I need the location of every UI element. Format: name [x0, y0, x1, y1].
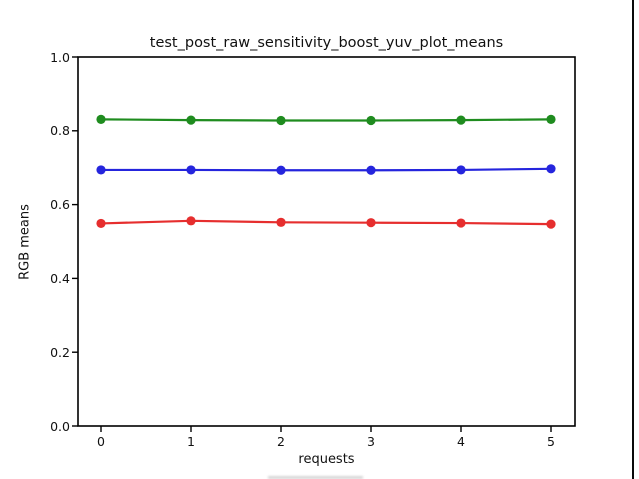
x-tick-label: 3 — [367, 434, 375, 449]
series-marker-g — [366, 115, 376, 126]
series-marker-b — [96, 165, 106, 175]
y-tick-label: 0.0 — [50, 418, 70, 434]
x-tick-label: 2 — [277, 434, 285, 449]
series-marker-b — [546, 164, 556, 174]
series-marker-g — [276, 115, 286, 126]
series-marker-b — [366, 165, 376, 175]
series-marker-b — [456, 165, 466, 175]
series-marker-g — [456, 115, 466, 125]
series-line-b — [101, 167, 552, 172]
series-marker-r — [276, 217, 286, 227]
series-marker-b — [276, 165, 286, 175]
x-axis-label: requests — [298, 452, 355, 467]
y-tick-label: 0.2 — [50, 344, 70, 360]
y-tick-label: 0.6 — [50, 197, 70, 213]
y-tick-label: 0.4 — [50, 270, 70, 286]
series-marker-r — [546, 219, 556, 229]
series-line-g — [100, 118, 552, 122]
series-marker-r — [96, 218, 106, 229]
series-marker-r — [366, 218, 376, 228]
x-tick-label: 1 — [187, 434, 195, 449]
x-tick-label: 5 — [547, 434, 555, 449]
chart-title: test_post_raw_sensitivity_boost_yuv_plot… — [149, 35, 504, 51]
series-marker-b — [186, 165, 196, 175]
bottom-artifact-smudge — [268, 476, 363, 479]
series-marker-r — [456, 218, 466, 228]
screen-right-border-line — [632, 0, 634, 479]
series-marker-g — [96, 114, 106, 124]
x-tick-label: 4 — [457, 434, 465, 449]
axes-box — [77, 56, 576, 427]
y-tick-label: 0.8 — [50, 123, 70, 139]
series-marker-g — [546, 114, 556, 124]
series-marker-r — [186, 216, 196, 226]
series-line-r — [100, 219, 552, 226]
y-tick-label: 1.0 — [50, 49, 70, 65]
x-tick-label: 0 — [97, 434, 105, 449]
series-marker-g — [186, 115, 196, 125]
